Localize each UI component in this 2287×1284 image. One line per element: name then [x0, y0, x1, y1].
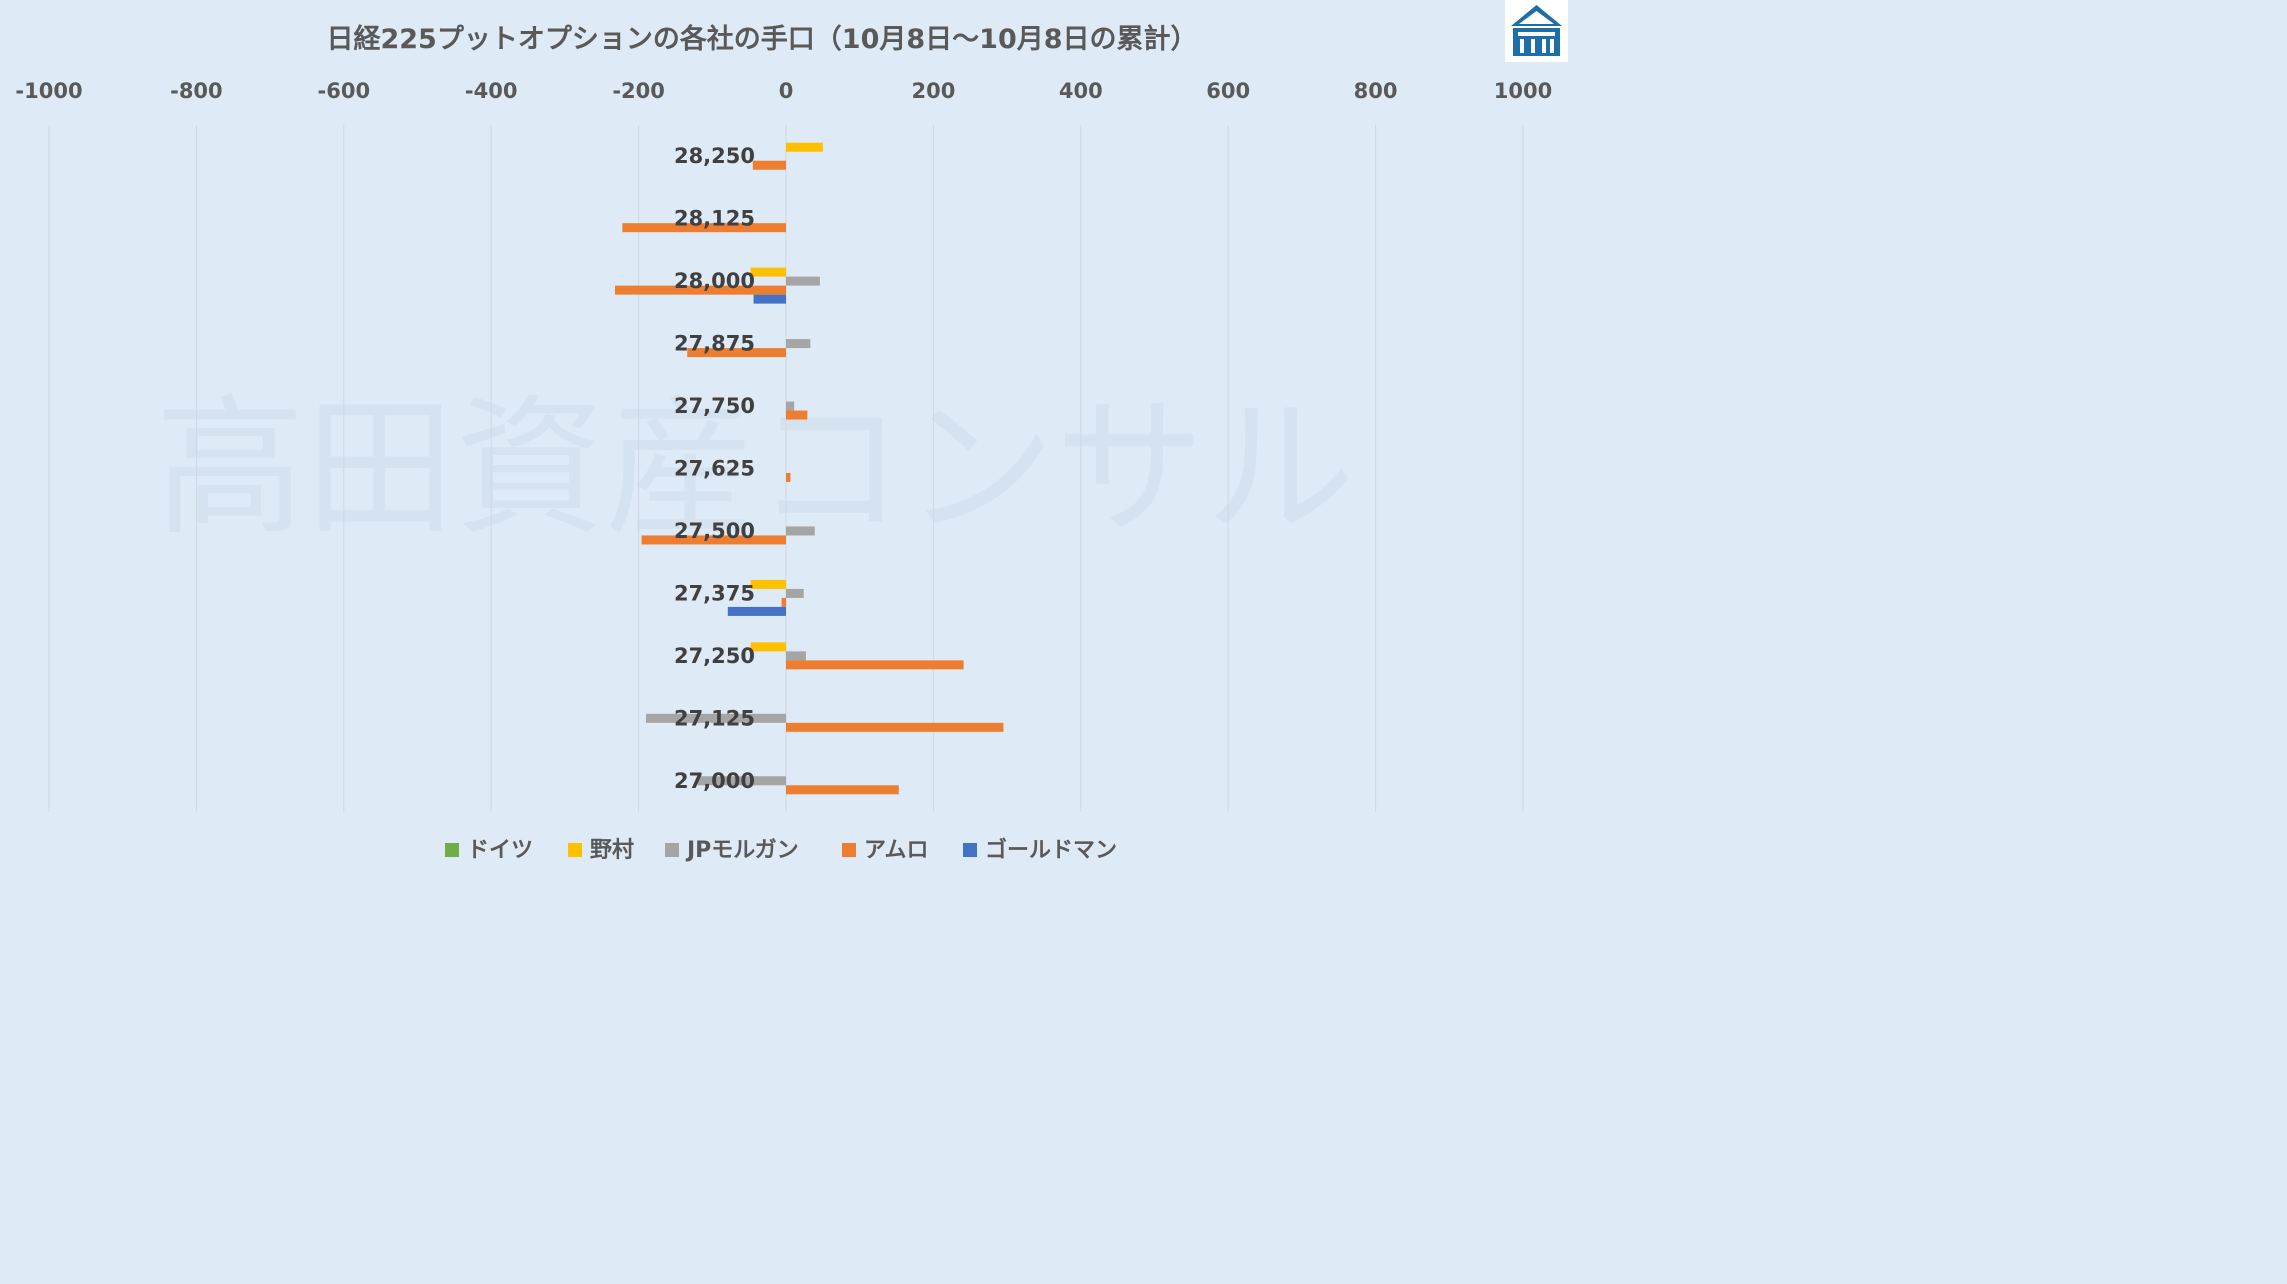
category-label: 27,250: [674, 644, 755, 668]
x-tick-label: 600: [1206, 79, 1250, 103]
bar: [786, 276, 820, 286]
category-label: 27,625: [674, 457, 755, 481]
x-tick-label: 400: [1059, 79, 1103, 103]
bar: [750, 267, 786, 277]
building-logo-icon: [1505, 0, 1568, 62]
x-tick-label: 800: [1354, 79, 1398, 103]
bar: [786, 588, 804, 598]
watermark: 高田資産コンサル: [155, 382, 1355, 556]
bar: [786, 339, 811, 349]
legend-label: JPモルガン: [685, 838, 799, 863]
bar: [645, 713, 786, 723]
category-label: 27,750: [674, 394, 755, 418]
bar: [687, 348, 786, 358]
legend-swatch: [963, 843, 977, 857]
legend-swatch: [665, 843, 679, 857]
bars: [615, 142, 1004, 795]
legend: ドイツ 野村 JPモルガン アムロ ゴールドマン: [445, 837, 1117, 863]
category-label: 28,000: [674, 269, 755, 293]
bar: [641, 535, 786, 545]
bar: [622, 223, 786, 233]
category-labels: 28,250 28,125 28,000 27,875 27,750 27,625 27,5…: [674, 144, 755, 793]
category-label: 27,000: [674, 769, 755, 793]
legend-label: ゴールドマン: [985, 837, 1117, 863]
legend-label: アムロ: [864, 838, 928, 863]
x-axis-ticks: -1000 -800 -600 -400 -200 0 200 400 600 800 1000: [15, 79, 1552, 103]
category-label: 27,500: [674, 519, 755, 543]
bar: [750, 642, 786, 652]
x-tick-label: 0: [779, 79, 794, 103]
bar: [753, 294, 786, 304]
x-tick-label: -1000: [15, 79, 82, 103]
bar: [786, 473, 791, 482]
x-tick-label: -600: [318, 79, 371, 103]
legend-swatch: [445, 843, 459, 857]
bar: [615, 285, 786, 295]
x-tick-label: -400: [465, 79, 518, 103]
x-tick-label: -800: [170, 79, 223, 103]
legend-swatch: [568, 843, 582, 857]
bar: [786, 410, 808, 420]
bar: [786, 660, 964, 670]
x-tick-label: 1000: [1494, 79, 1552, 103]
category-label: 28,125: [674, 207, 755, 231]
bar: [786, 651, 806, 661]
legend-label: ドイツ: [467, 838, 533, 863]
category-label: 27,875: [674, 332, 755, 356]
bar: [786, 142, 823, 152]
bar: [750, 579, 786, 589]
category-label: 27,375: [674, 581, 755, 605]
bar: [697, 776, 786, 786]
x-tick-label: 200: [911, 79, 955, 103]
bar: [786, 722, 1004, 732]
gridlines: [48, 125, 1524, 812]
chart-title: 日経225プットオプションの各社の手口（10月8日～10月8日の累計）: [326, 23, 1197, 55]
category-label: 27,125: [674, 706, 755, 730]
bar: [727, 606, 786, 616]
bar: [786, 401, 795, 411]
bar: [786, 526, 815, 536]
bar: [781, 597, 786, 607]
x-tick-label: -200: [612, 79, 665, 103]
chart: 高田資産コンサル 日経225プットオプションの各社の手口（10月8日～10月8日…: [15, 23, 1552, 863]
bar: [752, 160, 786, 170]
category-label: 28,250: [674, 144, 755, 168]
bar: [786, 785, 899, 795]
legend-swatch: [842, 843, 856, 857]
legend-label: 野村: [590, 838, 634, 863]
